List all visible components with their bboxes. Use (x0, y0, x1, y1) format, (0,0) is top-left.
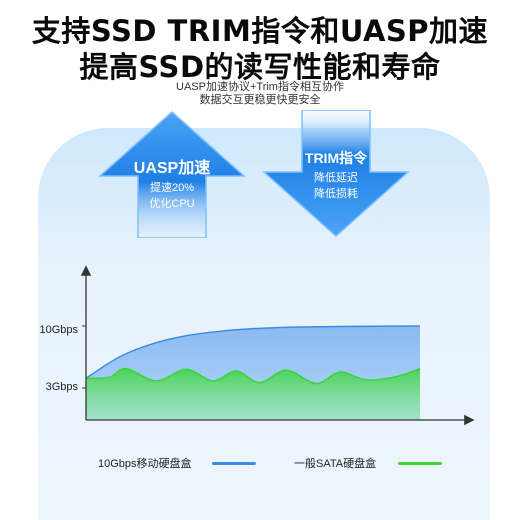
trim-arrow-title: TRIM指令 (304, 150, 368, 166)
legend-label-green: 一般SATA硬盘盒 (294, 458, 377, 470)
trim-arrow-line-2: 降低损耗 (314, 188, 358, 200)
background-panel (38, 128, 490, 520)
uasp-arrow-line-1: 提速20% (149, 182, 195, 194)
series-sata-area (86, 368, 420, 420)
subtitle-line-1: UASP加速协议+Trim指令相互协作 (176, 81, 344, 93)
series-10gbps-line (85, 325, 421, 379)
legend-swatch-blue (212, 462, 256, 465)
uasp-arrow-title: UASP加速 (133, 160, 211, 177)
y-tick-label-3gbps: 3Gbps (45, 381, 78, 393)
arrow-down-icon (262, 110, 410, 238)
uasp-arrow: UASP加速 提速20% 优化CPU (98, 110, 246, 238)
arrow-up-icon (98, 110, 246, 238)
trim-arrow-line-1: 降低延迟 (314, 172, 358, 184)
headline-line-1: 支持SSD TRIM指令和UASP加速 (31, 14, 489, 48)
y-tick-label-10gbps: 10Gbps (39, 324, 78, 336)
subtitle-line-2: 数据交互更稳更快更安全 (199, 94, 321, 106)
legend-label-blue: 10Gbps移动硬盘盒 (98, 458, 192, 470)
series-sata-line (85, 367, 421, 385)
legend-swatch-green (398, 462, 442, 465)
trim-arrow: TRIM指令 降低延迟 降低损耗 (262, 110, 410, 238)
uasp-arrow-line-2: 优化CPU (149, 198, 195, 210)
headline-line-2: 提高SSD的读写性能和寿命 (79, 50, 441, 84)
